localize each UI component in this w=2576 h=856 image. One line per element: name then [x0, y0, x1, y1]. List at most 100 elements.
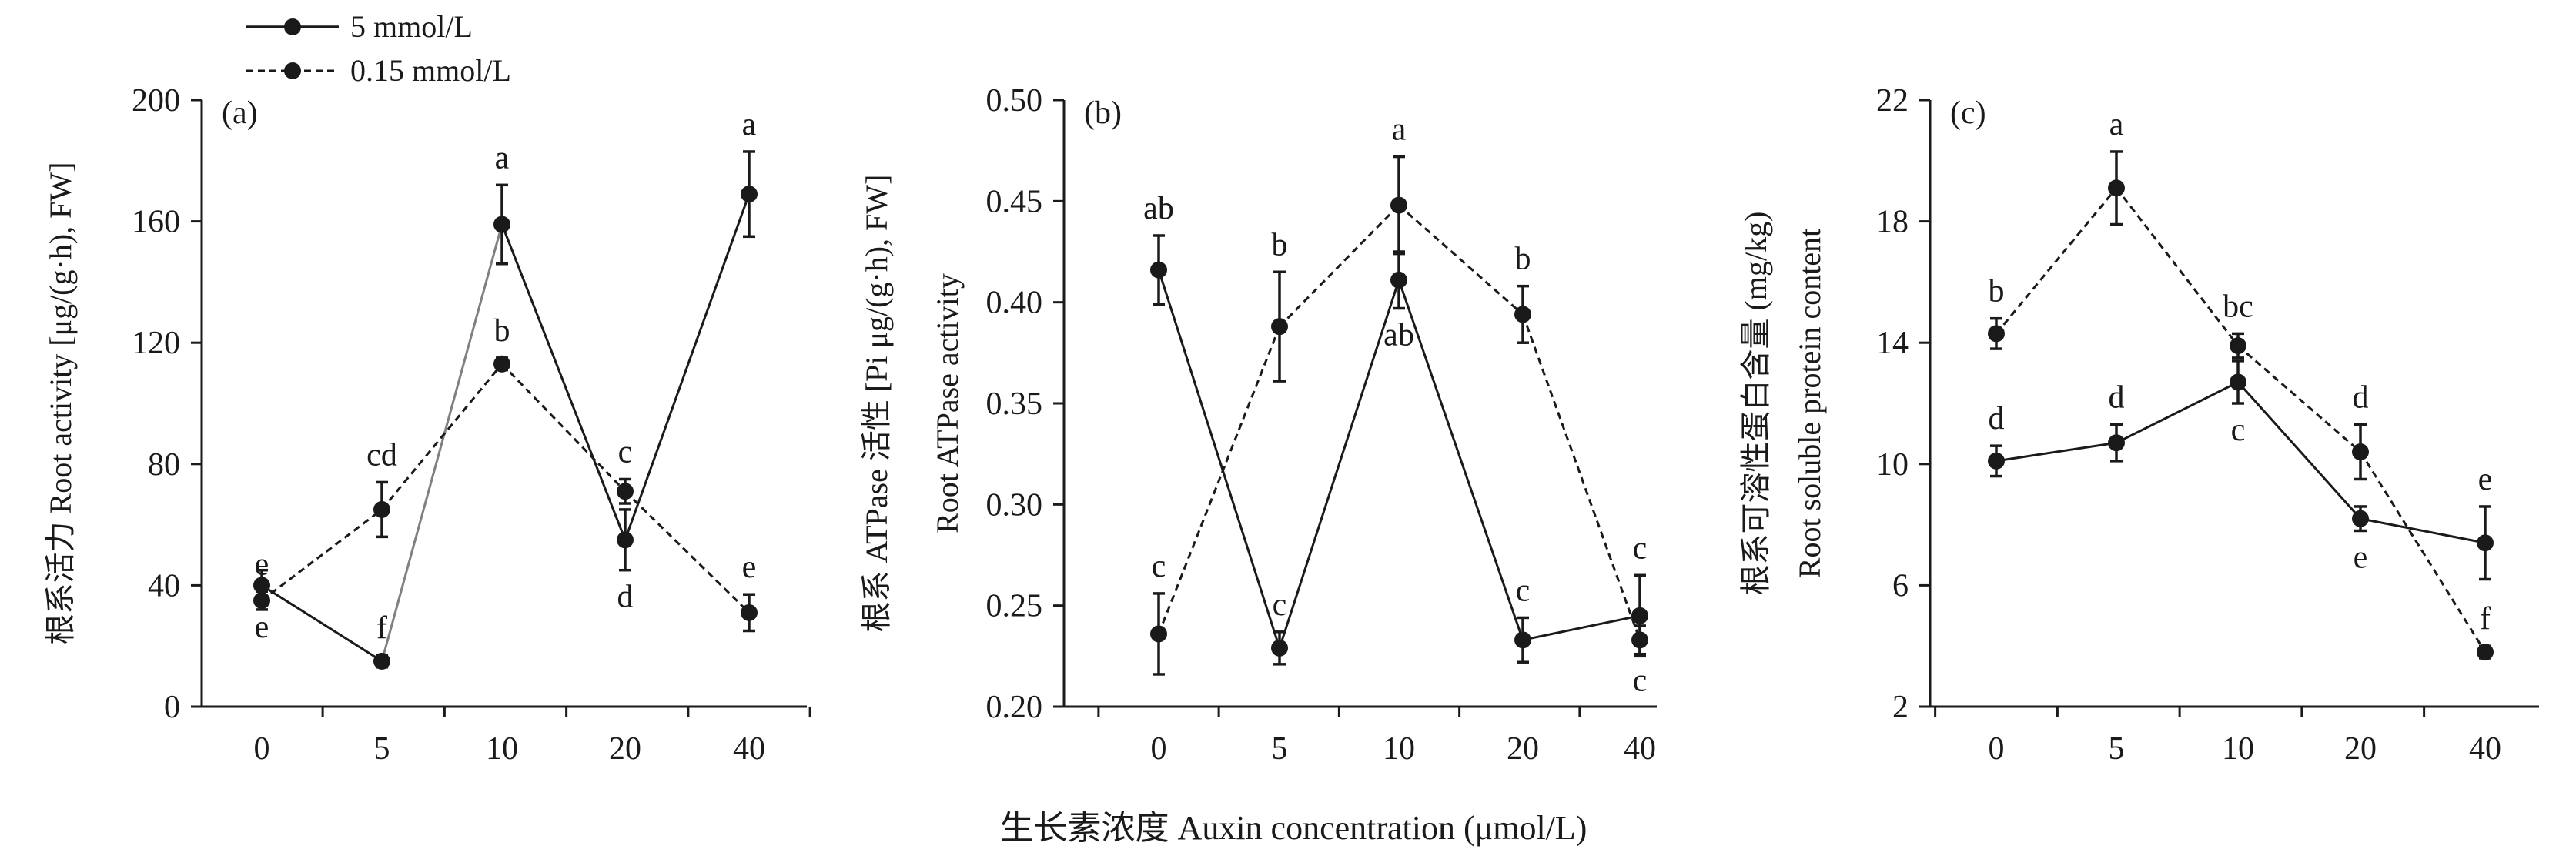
y-tick-label: 14 — [1876, 326, 1909, 361]
x-tick-label: 20 — [609, 731, 641, 767]
significance-letter: b — [494, 313, 510, 349]
legend-label-5mmol: 5 mmol/L — [350, 9, 473, 44]
significance-letter: c — [1516, 573, 1531, 608]
significance-letter: a — [1392, 112, 1407, 148]
data-point — [2108, 434, 2125, 452]
y-tick-label: 10 — [1876, 447, 1909, 483]
significance-letter: d — [1989, 401, 2005, 436]
y-tick-label: 0.50 — [986, 83, 1043, 119]
data-point — [2477, 534, 2494, 552]
data-point — [253, 577, 270, 594]
data-point — [373, 652, 390, 670]
significance-letter: a — [495, 140, 510, 176]
significance-letter: f — [376, 610, 387, 646]
panel-2: 0.20 0.25 0.30 0.35 0.40 0.45 0.50 0 5 10 20 40 (b) 根… — [859, 83, 1657, 767]
series-segment — [261, 508, 383, 602]
series-segment — [1397, 279, 1524, 640]
data-point — [1631, 607, 1648, 624]
series-segment — [2116, 381, 2239, 444]
significance-letter: a — [742, 107, 757, 142]
y-tick-label: 80 — [148, 447, 180, 483]
significance-letter: e — [2354, 540, 2368, 575]
y-tick-label: 40 — [148, 568, 180, 604]
data-point — [1988, 452, 2005, 470]
data-point — [741, 604, 758, 621]
significance-letter: b — [1989, 274, 2005, 309]
series-segment — [500, 223, 627, 540]
x-tick-label: 10 — [1383, 731, 1415, 767]
data-point — [2108, 179, 2125, 197]
significance-letter: c — [1152, 549, 1166, 584]
significance-letter: c — [1633, 664, 1648, 699]
significance-letter: c — [1633, 530, 1648, 566]
series-segment — [1522, 614, 1641, 641]
panel-label: (a) — [222, 95, 258, 131]
y-tick-label: 0.35 — [986, 386, 1043, 422]
y-tick-label: 6 — [1892, 568, 1909, 604]
data-point — [1514, 631, 1531, 649]
x-tick-label: 0 — [1151, 731, 1167, 767]
x-tick-label: 10 — [486, 731, 518, 767]
x-tick-label: 40 — [733, 731, 765, 767]
data-point — [1514, 306, 1531, 323]
data-point — [1271, 639, 1288, 657]
series-segment — [1521, 313, 1641, 640]
series-segment — [1278, 204, 1400, 328]
series-segment — [2237, 345, 2361, 453]
data-point — [2230, 337, 2246, 355]
series-segment — [2236, 381, 2362, 520]
y-tick-label: 2 — [1892, 690, 1909, 725]
y-axis-label: 根系可溶性蛋白含量 (mg/kg) — [1738, 212, 1773, 596]
data-point — [493, 216, 510, 233]
series-segment — [1157, 326, 1281, 634]
y-tick-label: 0.45 — [986, 184, 1043, 219]
y-tick-label: 0 — [164, 690, 180, 725]
data-point — [617, 531, 634, 549]
y-axis-label: 根系 ATPase 活性 [Pi μg/(g·h), FW] — [859, 175, 894, 633]
data-point — [741, 186, 758, 203]
significance-letter: b — [1272, 227, 1288, 262]
significance-letter: d — [2109, 380, 2125, 416]
significance-letter: d — [617, 580, 634, 615]
data-point — [2352, 443, 2369, 461]
x-tick-label: 0 — [1989, 731, 2005, 767]
data-point — [1631, 631, 1648, 649]
data-point — [1271, 318, 1288, 336]
data-point — [373, 500, 390, 518]
y-tick-label: 0.40 — [986, 286, 1043, 321]
x-axis-label: 生长素浓度 Auxin concentration (μmol/L) — [1000, 809, 1587, 847]
series-segment — [1157, 269, 1281, 649]
data-point — [2230, 373, 2246, 391]
x-tick-label: 5 — [374, 731, 390, 767]
x-tick-label: 40 — [2469, 731, 2501, 767]
x-tick-label: 40 — [1624, 731, 1656, 767]
x-tick-label: 5 — [2109, 731, 2125, 767]
data-point — [493, 355, 510, 373]
series-segment — [2360, 517, 2486, 544]
series-segment — [1996, 441, 2117, 463]
x-tick-label: 5 — [1272, 731, 1288, 767]
significance-letter: ab — [1383, 318, 1414, 353]
y-tick-label: 0.25 — [986, 589, 1043, 624]
data-point — [617, 483, 634, 500]
significance-letter: d — [2353, 380, 2369, 416]
significance-letter: e — [2478, 462, 2493, 497]
significance-letter: e — [255, 547, 269, 582]
legend-dashed-marker — [284, 62, 301, 79]
significance-letter: c — [618, 435, 633, 470]
significance-letter: b — [1515, 242, 1531, 277]
y-tick-label: 22 — [1876, 83, 1909, 119]
data-point — [253, 592, 270, 610]
legend: 5 mmol/L 0.15 mmol/L — [246, 9, 511, 88]
series-segment — [261, 584, 383, 663]
x-tick-label: 20 — [2344, 731, 2377, 767]
x-tick-label: 10 — [2222, 731, 2254, 767]
series-segment — [2359, 451, 2487, 653]
series-segment — [624, 490, 751, 614]
significance-letter: ab — [1143, 191, 1174, 226]
data-point — [1390, 271, 1407, 289]
y-tick-label: 200 — [132, 83, 180, 119]
y-axis-label: Root ATPase activity — [930, 273, 965, 533]
y-tick-label: 0.20 — [986, 690, 1043, 725]
